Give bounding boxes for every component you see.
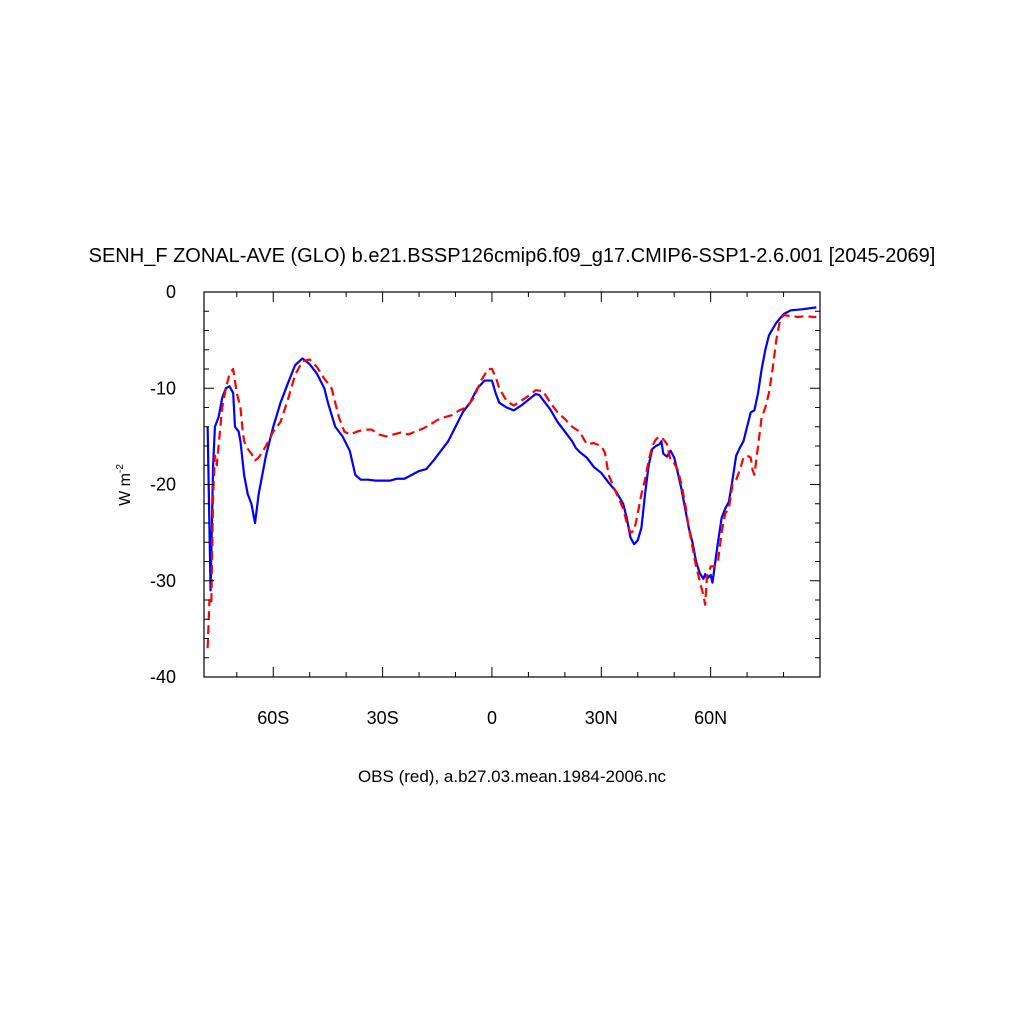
x-tick-label: 30N [585,708,618,728]
x-tick-label: 60N [694,708,727,728]
series-line-2 [206,314,817,649]
x-tick-label: 30S [367,708,399,728]
plot-area [203,291,821,678]
x-tick-label: 60S [257,708,289,728]
plot-frame [203,291,821,678]
chart-subtitle: OBS (red), a.b27.03.mean.1984-2006.nc [358,767,667,786]
chart-title: SENH_F ZONAL-AVE (GLO) b.e21.BSSP126cmip… [89,245,936,267]
y-axis-label: W m-2 [115,464,134,506]
y-axis-label-unit: W m [117,473,134,506]
y-tick-label: -20 [150,475,176,495]
y-tick-label: -40 [150,667,176,687]
y-tick-label: -30 [150,571,176,591]
series-layer [206,306,817,649]
y-tick-label: -10 [150,378,176,398]
y-tick-label: 0 [166,282,176,302]
y-axis-label-exponent: -2 [115,464,126,473]
x-tick-label: 0 [487,708,497,728]
axis-layer: 60S 30S 0 30N 60N 0 -10 -20 -30 -40 [150,282,820,728]
series-line-1 [206,306,817,592]
